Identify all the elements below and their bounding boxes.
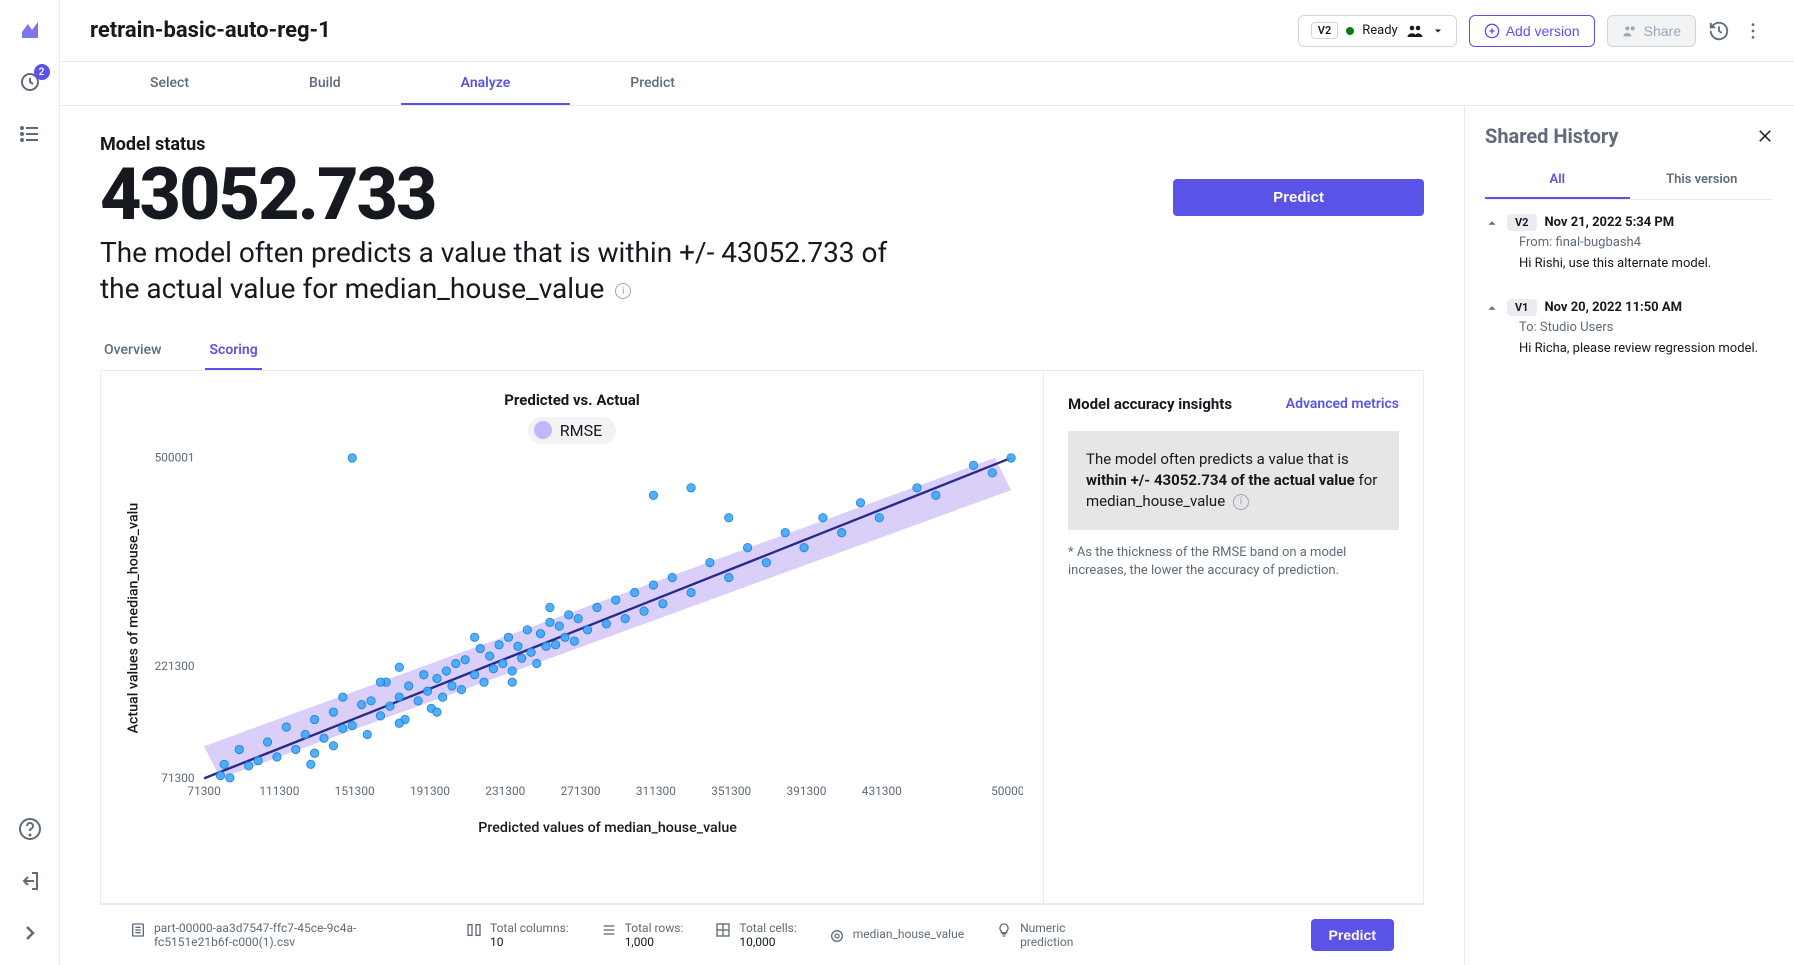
side-title: Shared History	[1485, 124, 1618, 148]
svg-text:71300: 71300	[187, 784, 220, 798]
info-icon[interactable]: i	[615, 283, 631, 299]
svg-text:221300: 221300	[155, 659, 195, 673]
svg-text:231300: 231300	[485, 784, 525, 798]
version-pill: V1	[1507, 299, 1537, 316]
footer-rows: Total rows:1,000	[601, 921, 684, 949]
main: retrain-basic-auto-reg-1 V2 Ready Add ve…	[60, 0, 1794, 965]
columns-icon	[466, 922, 482, 938]
add-version-button[interactable]: Add version	[1469, 15, 1595, 47]
history-message: Hi Richa, please review regression model…	[1519, 341, 1774, 356]
main-tabs: Select Build Analyze Predict	[60, 62, 1794, 106]
jobs-badge: 2	[34, 64, 50, 80]
tab-build[interactable]: Build	[249, 62, 401, 105]
svg-text:391300: 391300	[786, 784, 826, 798]
list-icon[interactable]	[18, 122, 42, 146]
subtab-overview[interactable]: Overview	[100, 332, 165, 370]
target-icon	[829, 928, 845, 944]
svg-text:271300: 271300	[561, 784, 601, 798]
caret-down-icon	[1432, 25, 1444, 37]
svg-text:Predicted values of median_hou: Predicted values of median_house_value	[478, 820, 737, 836]
history-item: V2 Nov 21, 2022 5:34 PM From: final-bugb…	[1485, 200, 1774, 285]
logout-icon[interactable]	[18, 869, 42, 893]
plus-circle-icon	[1484, 23, 1500, 39]
history-meta: From: final-bugbash4	[1519, 235, 1774, 250]
svg-text:351300: 351300	[711, 784, 751, 798]
svg-text:151300: 151300	[335, 784, 375, 798]
side-tabs: All This version	[1485, 162, 1774, 200]
footer: part-00000-aa3d7547-ffc7-45ce-9c4a-fc515…	[100, 904, 1424, 965]
history-message: Hi Rishi, use this alternate model.	[1519, 256, 1774, 271]
history-date: Nov 20, 2022 11:50 AM	[1545, 300, 1682, 315]
version-pill: V2	[1507, 214, 1537, 231]
people-icon	[1406, 22, 1424, 40]
info-icon[interactable]: i	[1233, 494, 1249, 510]
chevron-up-icon[interactable]	[1485, 301, 1499, 315]
chart-panel: Predicted vs. Actual RMSE 71300 221300 500…	[101, 371, 1043, 903]
footer-predict-button[interactable]: Predict	[1311, 919, 1394, 951]
jobs-icon[interactable]: 2	[18, 70, 42, 94]
svg-text:Actual values of median_house_: Actual values of median_house_valu	[126, 503, 142, 734]
advanced-metrics-link[interactable]: Advanced metrics	[1286, 396, 1399, 412]
svg-text:191300: 191300	[410, 784, 450, 798]
content: Model status 43052.733 The model often p…	[60, 106, 1464, 965]
footer-cells: Total cells:10,000	[715, 921, 796, 949]
version-selector[interactable]: V2 Ready	[1298, 15, 1457, 47]
share-people-icon	[1622, 23, 1638, 39]
history-meta: To: Studio Users	[1519, 320, 1774, 335]
tab-analyze[interactable]: Analyze	[401, 62, 571, 105]
subtab-scoring[interactable]: Scoring	[205, 332, 261, 370]
file-icon	[130, 922, 146, 938]
legend-pill[interactable]: RMSE	[528, 417, 616, 444]
svg-text:431300: 431300	[862, 784, 902, 798]
rows-icon	[601, 922, 617, 938]
collapse-icon[interactable]	[18, 921, 42, 945]
version-badge: V2	[1311, 22, 1338, 39]
grid-icon	[715, 922, 731, 938]
history-item: V1 Nov 20, 2022 11:50 AM To: Studio User…	[1485, 285, 1774, 370]
chart-title: Predicted vs. Actual	[121, 391, 1023, 409]
side-panel: Shared History All This version V2 Nov 2…	[1464, 106, 1794, 965]
side-tab-this[interactable]: This version	[1630, 162, 1775, 199]
svg-text:500001: 500001	[155, 452, 195, 464]
footer-ptype: Numeric prediction	[996, 921, 1100, 949]
tab-predict[interactable]: Predict	[570, 62, 735, 105]
svg-text:311300: 311300	[636, 784, 676, 798]
rmse-swatch-icon	[534, 421, 552, 439]
side-tab-all[interactable]: All	[1485, 162, 1630, 199]
insight-note: * As the thickness of the RMSE band on a…	[1068, 544, 1399, 580]
tab-select[interactable]: Select	[90, 62, 249, 105]
insights-panel: Model accuracy insights Advanced metrics…	[1043, 371, 1423, 903]
topbar: retrain-basic-auto-reg-1 V2 Ready Add ve…	[60, 0, 1794, 62]
page-title: retrain-basic-auto-reg-1	[90, 18, 1286, 43]
insight-box: The model often predicts a value that is…	[1068, 431, 1399, 530]
status-description: The model often predicts a value that is…	[100, 235, 920, 308]
footer-cols: Total columns:10	[466, 921, 569, 949]
footer-target: median_house_value	[829, 927, 964, 944]
insights-title: Model accuracy insights	[1068, 395, 1232, 413]
share-button: Share	[1607, 15, 1696, 47]
close-icon[interactable]	[1756, 127, 1774, 145]
scatter-chart: 71300 221300 500001 71300 111300 151300 191300…	[121, 452, 1023, 844]
subtabs: Overview Scoring	[100, 332, 1424, 371]
predict-button[interactable]: Predict	[1173, 179, 1424, 216]
history-date: Nov 21, 2022 5:34 PM	[1545, 215, 1675, 230]
history-icon[interactable]	[1708, 20, 1730, 42]
status-value: 43052.733	[100, 159, 1173, 231]
status-text: Ready	[1362, 23, 1397, 38]
bulb-icon	[996, 922, 1012, 938]
left-rail: 2	[0, 0, 60, 965]
svg-text:500001: 500001	[991, 784, 1023, 798]
svg-text:111300: 111300	[259, 784, 299, 798]
ready-dot-icon	[1346, 27, 1354, 35]
footer-file: part-00000-aa3d7547-ffc7-45ce-9c4a-fc515…	[130, 921, 434, 949]
more-icon[interactable]	[1742, 20, 1764, 42]
svg-text:71300: 71300	[161, 771, 194, 785]
help-icon[interactable]	[18, 817, 42, 841]
logo-icon[interactable]	[18, 18, 42, 42]
chevron-up-icon[interactable]	[1485, 216, 1499, 230]
